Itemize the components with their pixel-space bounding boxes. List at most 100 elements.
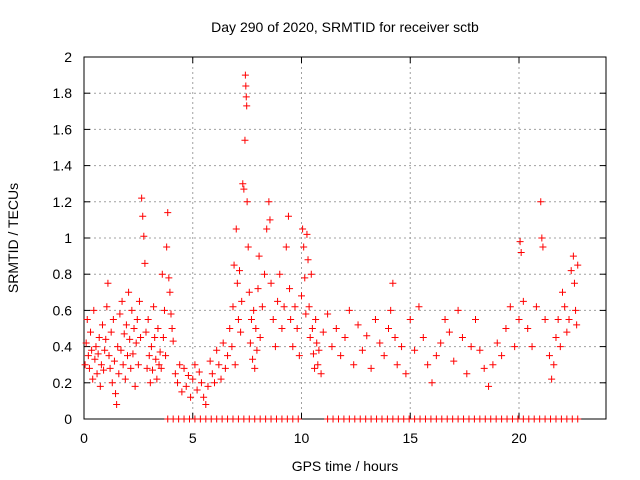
data-point (267, 279, 275, 287)
data-point (154, 325, 162, 332)
data-point (302, 310, 310, 318)
data-point (314, 361, 322, 369)
data-point (363, 332, 371, 340)
data-point (552, 334, 560, 342)
data-point (256, 334, 264, 342)
data-point (125, 288, 133, 296)
data-point (180, 364, 188, 372)
data-point (573, 321, 581, 329)
data-point (263, 225, 271, 233)
data-point (376, 339, 384, 347)
data-point (274, 297, 282, 305)
data-point (156, 348, 164, 356)
data-point (226, 325, 234, 332)
data-point (184, 372, 192, 380)
data-point (119, 361, 127, 369)
data-point (458, 334, 466, 342)
data-point (113, 401, 121, 409)
data-point (238, 297, 246, 305)
data-point (233, 279, 241, 287)
data-point (163, 243, 171, 251)
data-point (108, 379, 116, 387)
y-tick-label: 0.2 (53, 375, 73, 391)
data-point (472, 315, 479, 323)
data-point (309, 350, 317, 358)
data-point (253, 346, 261, 354)
data-point (247, 315, 255, 323)
data-point (221, 364, 229, 372)
data-point (548, 375, 556, 383)
data-point (528, 343, 536, 351)
data-point (485, 382, 493, 390)
data-point (324, 310, 332, 318)
data-point (354, 321, 362, 329)
data-point (476, 346, 484, 354)
data-point (230, 261, 238, 269)
data-point (358, 346, 366, 354)
data-point (81, 361, 89, 369)
y-tick-label: 1.8 (53, 85, 73, 101)
data-point (191, 361, 199, 369)
data-point (140, 232, 148, 240)
data-point (252, 325, 260, 332)
data-point (151, 334, 159, 342)
data-point (241, 71, 249, 79)
data-point (164, 209, 172, 217)
data-point (105, 352, 113, 360)
data-point (171, 370, 179, 378)
data-point (84, 352, 92, 360)
data-point (228, 343, 236, 351)
data-point (224, 352, 232, 360)
y-tick-label: 0.4 (53, 339, 73, 355)
data-point (574, 261, 582, 269)
data-point (428, 379, 436, 387)
data-point (266, 216, 274, 224)
data-point (104, 279, 112, 287)
data-point (93, 370, 101, 378)
data-point (160, 306, 168, 314)
data-point (237, 328, 245, 336)
data-point (176, 361, 184, 369)
data-point (146, 379, 154, 387)
data-point (167, 310, 175, 318)
data-point (385, 325, 392, 332)
data-point (97, 361, 105, 369)
data-point (524, 325, 532, 332)
data-point (304, 256, 312, 264)
data-point (118, 297, 126, 305)
data-point (380, 352, 388, 360)
y-tick-label: 1.2 (53, 194, 73, 210)
data-point (187, 393, 195, 401)
data-point (563, 328, 571, 336)
data-point (345, 306, 353, 314)
data-point (107, 328, 115, 336)
data-point (88, 346, 96, 354)
data-point (102, 335, 110, 343)
grid-lines (84, 57, 606, 419)
data-point (389, 279, 397, 287)
data-point (570, 279, 578, 287)
data-point (251, 364, 259, 372)
data-point (250, 306, 258, 314)
data-point (289, 343, 297, 351)
data-point (311, 364, 319, 372)
data-point (313, 339, 321, 347)
data-point (215, 361, 223, 369)
data-point (98, 321, 106, 329)
y-tick-label: 0.8 (53, 266, 73, 282)
data-point (371, 315, 379, 323)
data-point (91, 355, 99, 363)
data-point (229, 303, 237, 311)
data-point (419, 334, 427, 342)
data-point (391, 334, 399, 342)
zero-data-point (574, 415, 582, 423)
data-point (82, 339, 90, 347)
data-point (300, 243, 308, 251)
data-point (122, 321, 130, 329)
data-point (493, 339, 501, 347)
data-point (286, 285, 294, 293)
data-point (165, 274, 173, 282)
data-point (242, 93, 250, 101)
data-point (89, 375, 97, 383)
